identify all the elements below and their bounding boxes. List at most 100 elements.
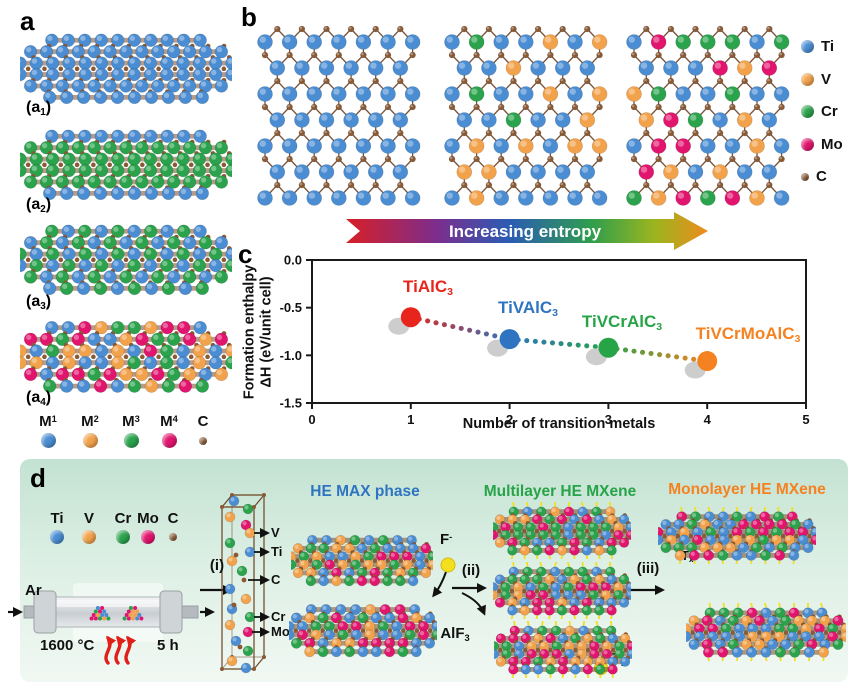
- structure-a1-caption: (a1): [26, 99, 51, 118]
- x-tick-label: 1: [407, 412, 414, 427]
- legend-label-m3: M3: [122, 413, 140, 430]
- mo-color-dot: [801, 138, 814, 151]
- y-tick-label: 0.0: [284, 253, 302, 268]
- temperature-label: 1600 °C: [40, 637, 95, 654]
- cell-label-cr: Cr: [271, 609, 286, 624]
- structure-a3: [13, 217, 248, 306]
- atom-slab-graphic: [13, 224, 248, 296]
- x-tick-label: 3: [605, 412, 612, 427]
- max-unit-cell: [220, 493, 266, 674]
- c-color-dot: [199, 436, 207, 445]
- panel-c-label: c: [238, 239, 253, 269]
- caption-sub: 1: [40, 106, 46, 118]
- legend-item-m2: M2: [72, 413, 108, 448]
- point-label-3: TiVCrMoAlC3: [695, 324, 801, 346]
- legend-label-v: V: [821, 71, 832, 88]
- m4-color-dot: [161, 433, 177, 448]
- legend-item-ti: Ti: [39, 510, 75, 544]
- y-tick-label: -1.5: [280, 396, 302, 411]
- m1-color-dot: [40, 433, 56, 448]
- lattice-carbon-atoms: [630, 25, 785, 189]
- data-point-2: [598, 337, 619, 358]
- legend-item-m4: M4: [151, 413, 187, 448]
- lattice-low-entropy: [253, 25, 425, 217]
- legend-label-v: V: [83, 510, 94, 527]
- duration-label: 5 h: [157, 637, 179, 654]
- ti-color-dot: [801, 40, 814, 53]
- legend-item-v: V: [801, 71, 831, 88]
- caption-text: ): [45, 389, 52, 406]
- structure-a2: [13, 122, 248, 211]
- lattice-metal-atoms: [444, 34, 608, 206]
- monolayer-mxene-slab-2: [680, 597, 859, 668]
- synthesis-schematic-graphics: [8, 493, 665, 675]
- atom-slab-graphic: [13, 129, 248, 201]
- atom-slab-graphic: [285, 534, 446, 587]
- precursor-powders: [89, 606, 144, 621]
- entropy-arrow-shape: [346, 212, 708, 250]
- structure-a3-caption: (a3): [26, 293, 51, 312]
- legend-label-cr: Cr: [114, 510, 132, 527]
- legend-item-m1: M1: [30, 413, 66, 448]
- m2-color-dot: [82, 433, 98, 448]
- fluoride-ion-dot: [440, 557, 456, 573]
- atom-slab-graphic: [487, 496, 644, 566]
- cell-label-c: C: [271, 572, 281, 587]
- legend-item-c2: C: [801, 168, 827, 185]
- legend-label-c: C: [816, 168, 827, 185]
- lattice-graphic: [444, 25, 608, 206]
- point-label-0: TiAlC3: [403, 277, 453, 299]
- legend-item-c: C: [185, 413, 221, 445]
- data-point-1: [499, 329, 520, 350]
- trend-segment: [408, 314, 513, 342]
- legend-label-ti: Ti: [50, 510, 64, 527]
- cr-color-dot: [801, 105, 814, 118]
- caption-sub: 3: [40, 300, 46, 312]
- atom-slab-graphic: [680, 597, 859, 668]
- lattice-metal-atoms: [626, 34, 790, 206]
- trend-segment: [605, 345, 710, 364]
- legend-label-c: C: [167, 510, 179, 527]
- legend-item-c: C: [155, 510, 191, 541]
- mo-color-dot: [141, 530, 155, 544]
- lattice-graphic: [257, 25, 421, 206]
- legend-item-cr: Cr: [105, 510, 141, 544]
- caption-text: ): [45, 196, 52, 213]
- monolayer-mxene-slab-1: [652, 501, 829, 571]
- legend-label-m1: M1: [39, 413, 57, 430]
- lattice-high-entropy: [622, 25, 794, 217]
- max-phase-slab-2: [283, 599, 450, 666]
- legend-label-m4: M4: [160, 413, 178, 430]
- x-tick-label: 4: [704, 412, 712, 427]
- legend-item-m3: M3: [113, 413, 149, 448]
- step-ii-label: (ii): [461, 562, 481, 579]
- argon-label: Ar: [25, 582, 42, 599]
- m3-color-dot: [123, 433, 139, 448]
- cell-label-ti: Ti: [271, 544, 283, 559]
- lattice-carbon-atoms: [448, 25, 603, 189]
- atom-slab-graphic: [13, 320, 248, 393]
- v-color-dot: [82, 530, 96, 544]
- step-i-label: (i): [209, 557, 225, 574]
- cr-color-dot: [116, 530, 130, 544]
- legend-item-mo: Mo: [130, 510, 166, 544]
- c-color-dot: [801, 172, 809, 181]
- legend-item-cr: Cr: [801, 103, 838, 120]
- legend-item-v: V: [71, 510, 107, 544]
- v-color-dot: [801, 73, 814, 86]
- formation-enthalpy-chart: 0 1 2 3 4 5 0.0 -0.5 -1.0 -1.5: [280, 253, 810, 428]
- tube-furnace: [23, 583, 199, 642]
- panel-a-label: a: [20, 6, 35, 36]
- structure-a4: [13, 313, 248, 404]
- legend-label-cr: Cr: [821, 103, 838, 120]
- legend-label-ti: Ti: [821, 38, 835, 55]
- legend-label-m2: M2: [81, 413, 99, 430]
- caption-sub: 2: [40, 203, 46, 215]
- increasing-entropy-arrow: Increasing entropy: [346, 212, 708, 250]
- multilayer-mxene-slab-3: [488, 615, 645, 685]
- lattice-metal-atoms: [257, 34, 421, 206]
- x-tick-label: 2: [506, 412, 513, 427]
- stage-title-max-phase: HE MAX phase: [310, 483, 420, 500]
- structure-a2-caption: (a2): [26, 196, 52, 215]
- c-color-dot: [169, 533, 177, 541]
